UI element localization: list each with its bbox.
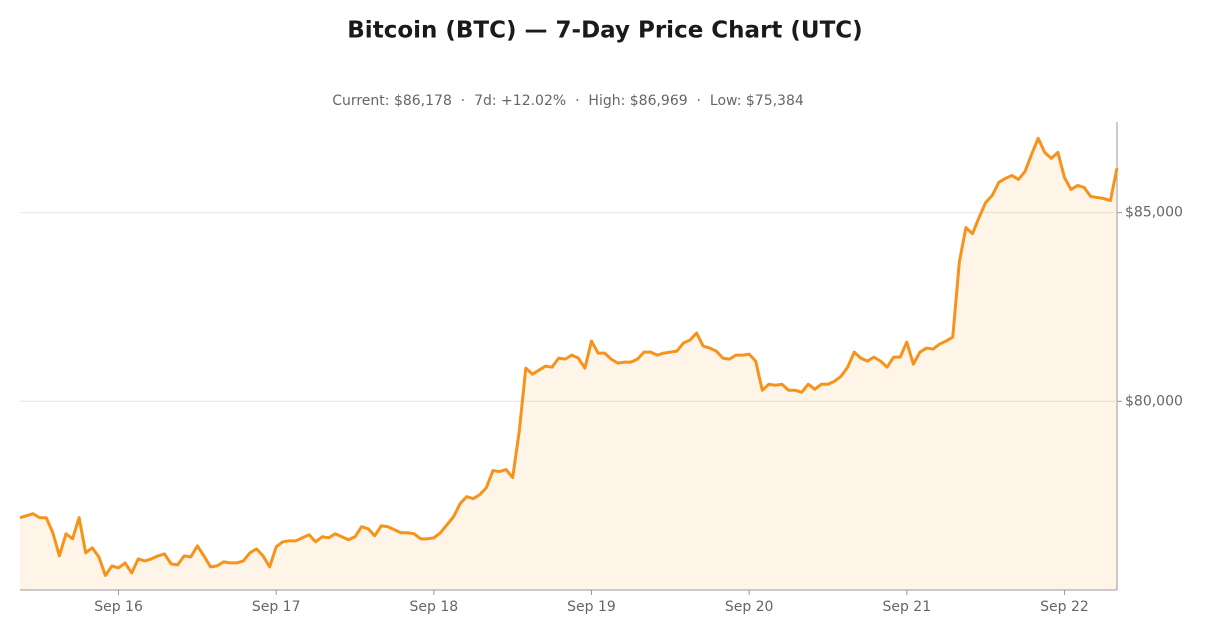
y-tick-label: $85,000 [1125, 205, 1183, 221]
x-tick-label: Sep 17 [252, 599, 301, 615]
x-tick-label: Sep 16 [94, 599, 143, 615]
x-tick-label: Sep 22 [1040, 599, 1089, 615]
x-tick-label: Sep 21 [882, 599, 931, 615]
x-tick-label: Sep 18 [410, 599, 459, 615]
price-line [19, 136, 1119, 578]
area [20, 138, 1117, 590]
y-tick-label: $80,000 [1125, 393, 1183, 409]
x-tick-label: Sep 19 [567, 599, 616, 615]
chart-title: Bitcoin (BTC) — 7-Day Price Chart (UTC) [347, 18, 862, 44]
x-tick-label: Sep 20 [725, 599, 774, 615]
chart-subtitle: Current: $86,178 · 7d: +12.02% · High: $… [332, 93, 804, 109]
